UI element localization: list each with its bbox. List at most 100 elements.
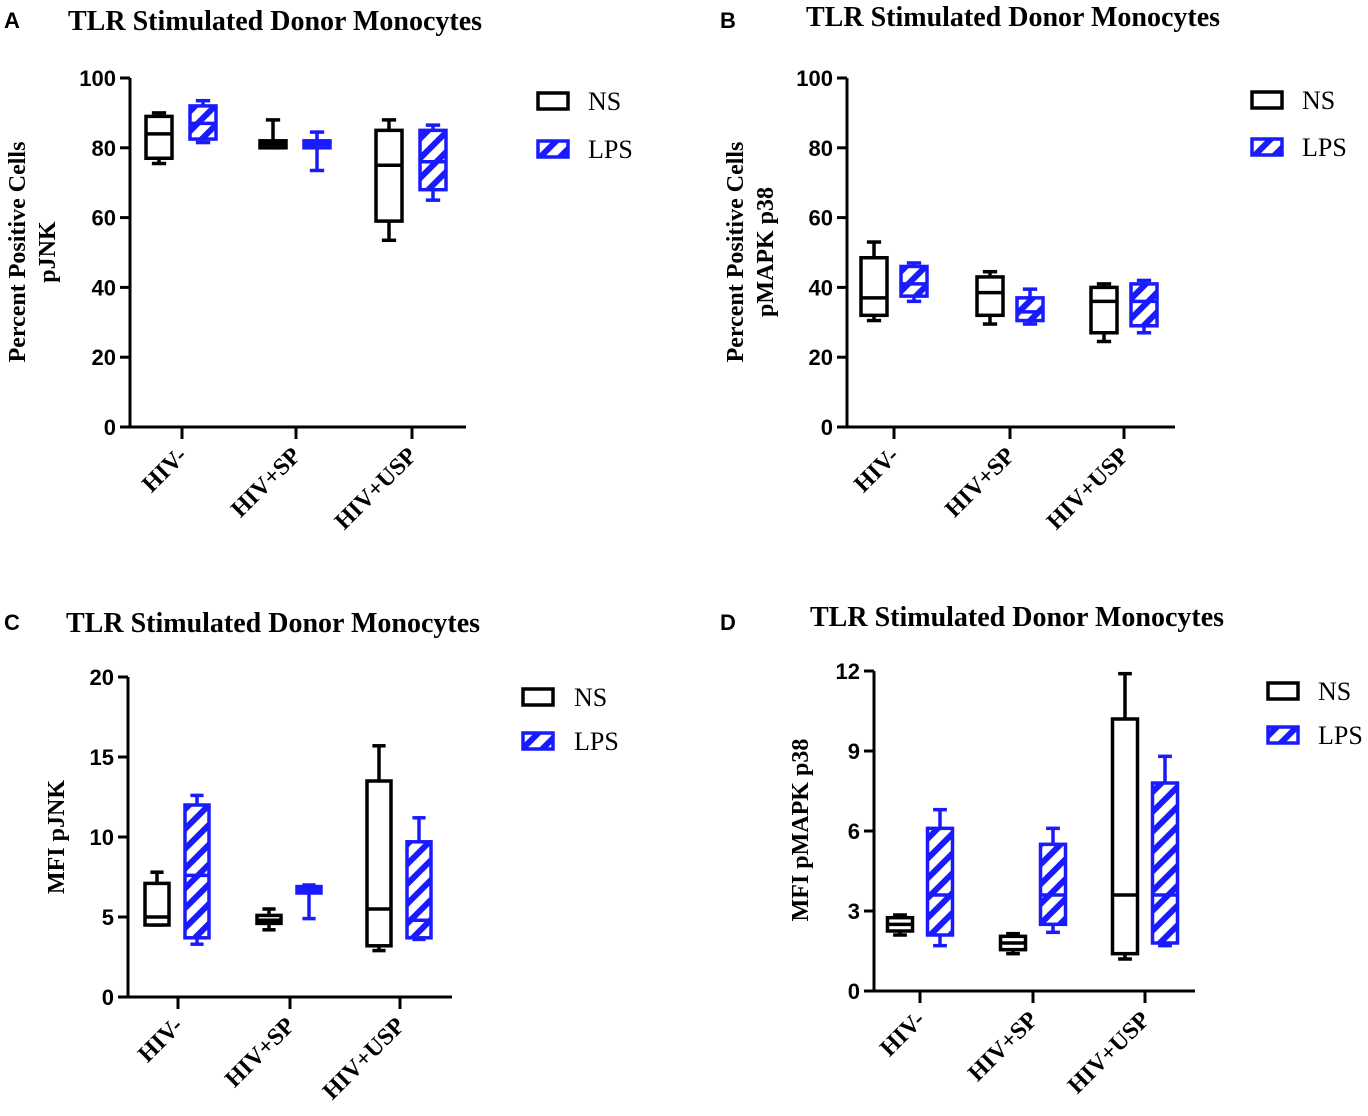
y-tick-label: 80 bbox=[92, 136, 116, 161]
legend-swatch-lps bbox=[1250, 137, 1284, 157]
y-tick-label: 0 bbox=[821, 415, 833, 440]
box-lps-hiv+sp bbox=[1015, 287, 1045, 326]
box-lps-hiv- bbox=[925, 807, 955, 948]
y-axis-label: MFI pMAPK p38 bbox=[788, 739, 814, 922]
legend-label-ns: NS bbox=[1302, 86, 1335, 115]
box-lps-hiv+usp bbox=[405, 816, 433, 942]
box-lps-hiv- bbox=[899, 261, 929, 304]
box-lps-hiv+sp bbox=[1038, 826, 1068, 935]
legend-swatch-ns bbox=[1266, 681, 1300, 701]
y-tick-label: 20 bbox=[92, 345, 116, 370]
box-ns-hiv- bbox=[859, 240, 889, 323]
x-tick-label: HIV+SP bbox=[226, 443, 306, 523]
box-body bbox=[975, 275, 1005, 318]
box-body bbox=[899, 264, 929, 298]
box-ns-hiv+sp bbox=[975, 269, 1005, 326]
y-axis-label: Percent Positive Cells bbox=[5, 142, 31, 363]
box-body bbox=[1110, 717, 1140, 956]
y-tick-label: 20 bbox=[809, 345, 833, 370]
box-lps-hiv+usp bbox=[1150, 754, 1180, 948]
legend-label-lps: LPS bbox=[588, 135, 633, 164]
y-tick-label: 20 bbox=[90, 665, 114, 690]
box-ns-hiv+usp bbox=[365, 744, 393, 953]
legend-label-ns: NS bbox=[574, 683, 607, 712]
y-tick-label: 10 bbox=[90, 825, 114, 850]
plot-a: 0 20 40 60 80 100 HIV- HIV+SP HIV+USP Percent Pos… bbox=[5, 66, 633, 535]
box-body bbox=[1038, 842, 1068, 927]
box-ns-hiv+usp bbox=[1089, 282, 1119, 344]
box-body bbox=[925, 826, 955, 937]
legend-swatch-ns bbox=[1250, 90, 1284, 110]
box-body bbox=[859, 255, 889, 318]
y-tick-label: 0 bbox=[848, 979, 860, 1004]
panel-letter-c: C bbox=[4, 610, 20, 635]
box-ns-hiv+usp bbox=[374, 118, 404, 243]
y-axis-label: pMAPK p38 bbox=[753, 187, 779, 317]
box-lps-hiv- bbox=[183, 793, 211, 946]
box-ns-hiv+sp bbox=[998, 931, 1028, 956]
y-tick-label: 0 bbox=[104, 415, 116, 440]
box-lps-hiv- bbox=[188, 98, 218, 145]
box-lps-hiv+sp bbox=[295, 883, 323, 921]
chart-title-d: TLR Stimulated Donor Monocytes bbox=[810, 602, 1224, 633]
chart-title-a: TLR Stimulated Donor Monocytes bbox=[68, 6, 482, 37]
y-tick-label: 9 bbox=[848, 739, 860, 764]
y-tick-label: 5 bbox=[102, 905, 114, 930]
box-ns-hiv- bbox=[885, 913, 915, 937]
y-tick-label: 60 bbox=[92, 206, 116, 231]
y-tick-label: 80 bbox=[809, 136, 833, 161]
legend-label-ns: NS bbox=[1318, 677, 1351, 706]
box-ns-hiv+usp bbox=[1110, 671, 1140, 961]
y-axis-label: pJNK bbox=[35, 221, 61, 283]
x-tick-label: HIV+USP bbox=[330, 443, 422, 535]
box-ns-hiv+sp bbox=[258, 118, 288, 150]
panel-letter-a: A bbox=[4, 8, 20, 33]
legend-swatch-lps bbox=[521, 731, 555, 751]
chart-title-b: TLR Stimulated Donor Monocytes bbox=[806, 2, 1220, 33]
box-body bbox=[374, 128, 404, 223]
y-tick-label: 3 bbox=[848, 899, 860, 924]
y-tick-label: 60 bbox=[809, 206, 833, 231]
panel-letter-d: D bbox=[720, 610, 736, 635]
y-tick-label: 12 bbox=[836, 659, 860, 684]
legend-label-lps: LPS bbox=[574, 727, 619, 756]
x-tick-label: HIV- bbox=[133, 1013, 188, 1068]
panel-c: C TLR Stimulated Donor Monocytes 0 5 10 15 2… bbox=[4, 608, 619, 1105]
box-body bbox=[144, 114, 174, 161]
x-tick-label: HIV+USP bbox=[1063, 1007, 1155, 1099]
box-lps-hiv+usp bbox=[1129, 278, 1159, 335]
y-tick-label: 40 bbox=[809, 275, 833, 300]
plot-b: 0 20 40 60 80 100 HIV- HIV+SP HIV+USP Percent Pos… bbox=[723, 66, 1347, 535]
legend-swatch-lps bbox=[536, 139, 570, 159]
box-body bbox=[365, 779, 393, 948]
panel-d: D TLR Stimulated Donor Monocytes 0 3 6 9 12 H… bbox=[720, 602, 1363, 1099]
x-tick-label: HIV- bbox=[849, 443, 904, 498]
box-ns-hiv+sp bbox=[255, 907, 283, 932]
box-body bbox=[405, 840, 433, 940]
y-tick-label: 0 bbox=[102, 985, 114, 1010]
plot-c: 0 5 10 15 20 HIV- HIV+SP HIV+USP MFI pJNK NS LPS bbox=[44, 665, 619, 1105]
x-tick-label: HIV+USP bbox=[318, 1013, 410, 1105]
x-tick-label: HIV+SP bbox=[220, 1013, 300, 1093]
box-ns-hiv- bbox=[143, 870, 171, 927]
box-body bbox=[1150, 781, 1180, 945]
box-lps-hiv+sp bbox=[302, 130, 332, 173]
y-tick-label: 15 bbox=[90, 745, 114, 770]
panel-letter-b: B bbox=[720, 8, 736, 33]
panel-b: B TLR Stimulated Donor Monocytes 0 20 40 60… bbox=[720, 2, 1347, 535]
box-body bbox=[1015, 296, 1045, 323]
x-tick-label: HIV- bbox=[875, 1007, 930, 1062]
legend-label-ns: NS bbox=[588, 87, 621, 116]
y-axis-label: Percent Positive Cells bbox=[723, 142, 749, 363]
legend-label-lps: LPS bbox=[1302, 133, 1347, 162]
legend-swatch-lps bbox=[1266, 725, 1300, 745]
y-tick-label: 100 bbox=[796, 66, 833, 91]
x-tick-label: HIV+SP bbox=[940, 443, 1020, 523]
y-tick-label: 6 bbox=[848, 819, 860, 844]
legend-swatch-ns bbox=[521, 687, 555, 707]
x-tick-label: HIV+USP bbox=[1042, 443, 1134, 535]
x-tick-label: HIV- bbox=[137, 443, 192, 498]
y-tick-label: 100 bbox=[79, 66, 116, 91]
box-body bbox=[1089, 285, 1119, 335]
legend-swatch-ns bbox=[536, 91, 570, 111]
